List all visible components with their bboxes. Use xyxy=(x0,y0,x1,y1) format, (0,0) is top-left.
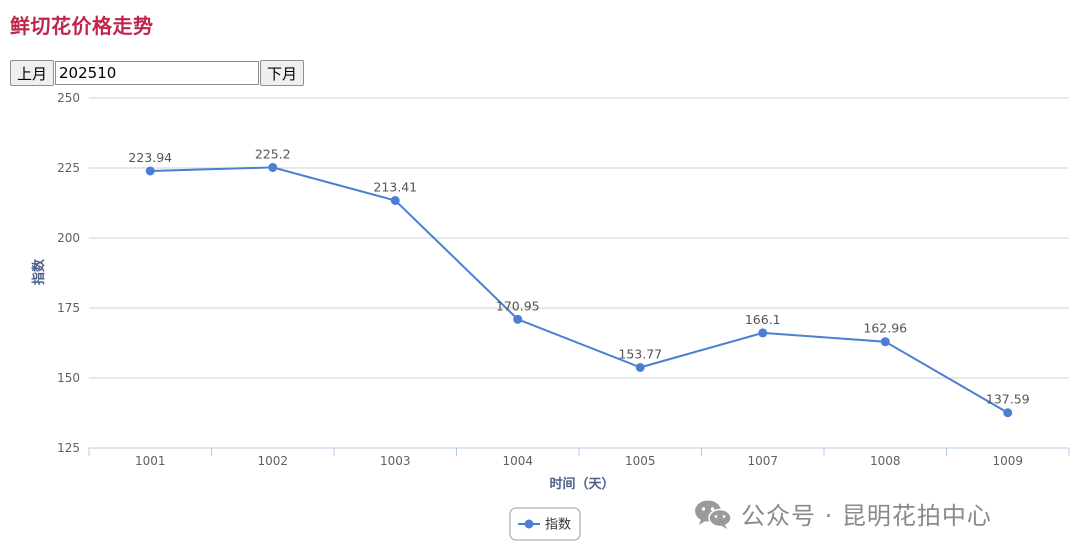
data-label: 162.96 xyxy=(863,321,907,336)
month-controls: 上月 下月 xyxy=(10,60,305,86)
x-tick-label: 1002 xyxy=(257,454,288,468)
data-label: 213.41 xyxy=(373,179,417,194)
data-label: 225.2 xyxy=(255,146,291,161)
watermark-text: 公众号 · 昆明花拍中心 xyxy=(741,502,992,530)
data-label: 137.59 xyxy=(986,392,1030,407)
data-label: 170.95 xyxy=(496,298,540,313)
legend-box xyxy=(509,507,581,541)
y-tick-label: 150 xyxy=(57,371,80,385)
y-tick-label: 225 xyxy=(57,161,80,175)
prev-month-button[interactable]: 上月 xyxy=(10,60,55,86)
y-axis-title: 指数 xyxy=(31,258,47,285)
y-tick-label: 200 xyxy=(57,231,80,245)
x-tick-label: 1007 xyxy=(747,454,778,468)
x-tick-label: 1003 xyxy=(380,454,411,468)
grid-lines xyxy=(89,97,1069,379)
data-point[interactable] xyxy=(390,195,400,205)
y-tick-label: 125 xyxy=(57,441,80,455)
legend-marker xyxy=(524,519,534,529)
data-point[interactable] xyxy=(880,337,890,347)
month-input[interactable] xyxy=(55,61,260,85)
x-tick-label: 1004 xyxy=(502,454,533,468)
series-line-path xyxy=(150,166,1009,414)
x-axis-title: 时间（天） xyxy=(549,476,614,492)
series-line xyxy=(145,162,1013,418)
wechat-icon xyxy=(695,500,732,529)
data-point[interactable] xyxy=(513,314,523,324)
data-label: 153.77 xyxy=(618,346,662,361)
x-tick-label: 1008 xyxy=(870,454,901,468)
page-title: 鲜切花价格走势 xyxy=(10,14,154,38)
legend-label: 指数 xyxy=(545,518,571,533)
y-tick-labels: 125 150 175 200 225 250 xyxy=(57,91,80,455)
data-point[interactable] xyxy=(758,328,768,338)
y-tick-label: 175 xyxy=(57,301,80,315)
data-point[interactable] xyxy=(1003,408,1013,418)
x-tick-label: 1001 xyxy=(135,454,166,468)
next-month-button[interactable]: 下月 xyxy=(260,60,305,86)
data-point[interactable] xyxy=(268,162,278,172)
data-point[interactable] xyxy=(635,362,645,372)
y-tick-label: 250 xyxy=(57,91,80,105)
x-tick-label: 1009 xyxy=(992,454,1023,468)
legend[interactable]: 指数 xyxy=(509,507,581,541)
watermark: 公众号 · 昆明花拍中心 xyxy=(693,496,992,531)
x-tick-label: 1005 xyxy=(625,454,656,468)
x-axis: 1001 1002 1003 1004 1005 1007 1008 1009 xyxy=(88,447,1070,468)
data-labels: 223.94 225.2 213.41 170.95 153.77 166.1 162.96… xyxy=(128,146,1029,406)
data-label: 223.94 xyxy=(128,150,172,165)
data-point[interactable] xyxy=(145,166,155,176)
data-label: 166.1 xyxy=(745,312,781,327)
